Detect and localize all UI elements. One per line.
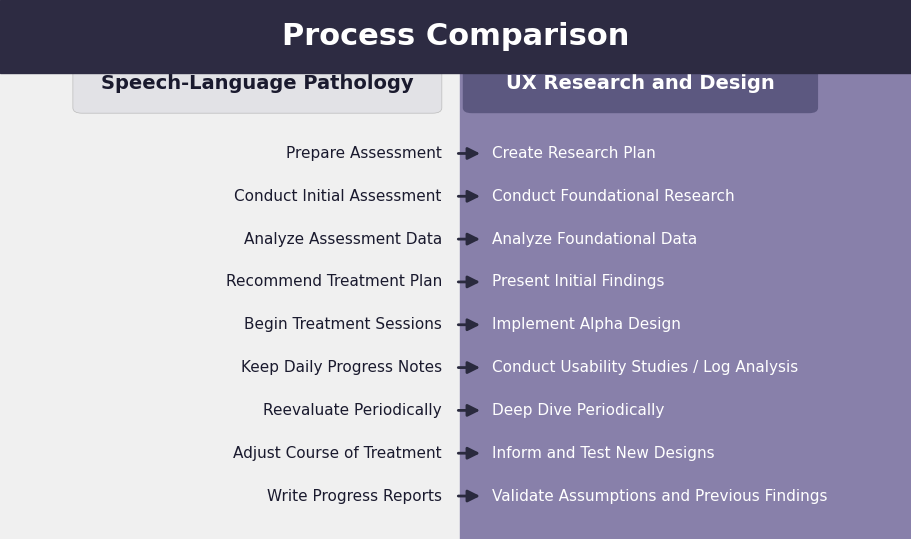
Text: Recommend Treatment Plan: Recommend Treatment Plan	[226, 274, 442, 289]
Text: Begin Treatment Sessions: Begin Treatment Sessions	[244, 317, 442, 332]
Text: Inform and Test New Designs: Inform and Test New Designs	[492, 446, 714, 461]
FancyBboxPatch shape	[463, 54, 818, 113]
Text: Create Research Plan: Create Research Plan	[492, 146, 656, 161]
Text: Present Initial Findings: Present Initial Findings	[492, 274, 664, 289]
Text: Write Progress Reports: Write Progress Reports	[267, 488, 442, 503]
Text: Process Comparison: Process Comparison	[281, 22, 630, 51]
Text: Analyze Assessment Data: Analyze Assessment Data	[243, 232, 442, 247]
Text: Deep Dive Periodically: Deep Dive Periodically	[492, 403, 664, 418]
Text: Adjust Course of Treatment: Adjust Course of Treatment	[233, 446, 442, 461]
Text: UX Research and Design: UX Research and Design	[506, 74, 775, 93]
Bar	[460, 73, 911, 539]
Bar	[0, 0, 911, 73]
Text: Implement Alpha Design: Implement Alpha Design	[492, 317, 681, 332]
Text: Reevaluate Periodically: Reevaluate Periodically	[263, 403, 442, 418]
Text: Conduct Usability Studies / Log Analysis: Conduct Usability Studies / Log Analysis	[492, 360, 798, 375]
Text: Conduct Initial Assessment: Conduct Initial Assessment	[234, 189, 442, 204]
Text: Keep Daily Progress Notes: Keep Daily Progress Notes	[241, 360, 442, 375]
Text: Validate Assumptions and Previous Findings: Validate Assumptions and Previous Findin…	[492, 488, 827, 503]
Text: Speech-Language Pathology: Speech-Language Pathology	[101, 74, 414, 93]
Text: Conduct Foundational Research: Conduct Foundational Research	[492, 189, 734, 204]
Text: Analyze Foundational Data: Analyze Foundational Data	[492, 232, 697, 247]
FancyBboxPatch shape	[73, 54, 442, 113]
Text: Prepare Assessment: Prepare Assessment	[286, 146, 442, 161]
